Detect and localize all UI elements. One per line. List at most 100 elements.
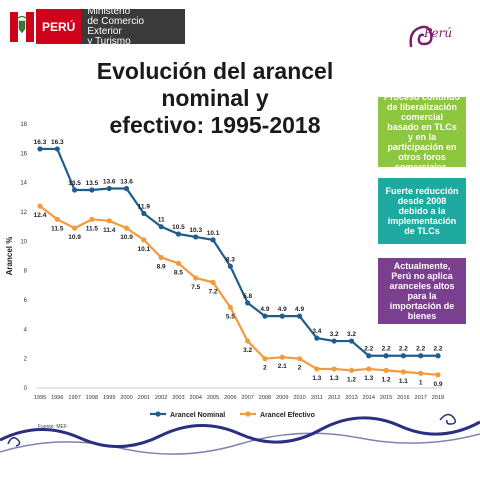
data-label: 13.5 xyxy=(86,180,99,187)
data-point xyxy=(72,187,78,193)
data-label: 13.6 xyxy=(120,179,133,186)
x-tick-label: 1999 xyxy=(103,395,115,401)
x-tick-label: 2017 xyxy=(414,395,426,401)
callout-liberalization: Proceso continuo de liberalización comer… xyxy=(378,92,466,172)
series-line-efectivo xyxy=(39,205,439,376)
data-point xyxy=(89,187,95,193)
data-label: 11.5 xyxy=(86,225,99,232)
data-point xyxy=(210,279,216,285)
x-tick-label: 2006 xyxy=(224,395,236,401)
data-label: 12.4 xyxy=(34,212,47,219)
y-tick-label: 6 xyxy=(24,298,28,304)
data-point xyxy=(106,185,112,192)
header: PERÚ Ministerio de Comercio Exterior y T… xyxy=(0,0,480,50)
y-tick-label: 2 xyxy=(24,357,28,363)
coat-of-arms-icon xyxy=(8,9,36,44)
x-tick-label: 2001 xyxy=(138,395,150,401)
data-label: 10.9 xyxy=(68,234,81,241)
data-point xyxy=(348,367,355,373)
data-label: 3.2 xyxy=(347,331,356,338)
data-label: 1.2 xyxy=(347,376,356,383)
data-point xyxy=(141,210,147,217)
data-label: 11 xyxy=(158,217,165,224)
y-tick-label: 12 xyxy=(20,210,27,216)
data-label: 2.2 xyxy=(416,346,425,353)
data-point xyxy=(89,216,95,222)
data-label: 8.3 xyxy=(226,256,235,263)
data-point xyxy=(331,366,337,372)
data-point xyxy=(400,369,406,375)
y-axis-label: Arancel % xyxy=(5,237,14,276)
data-point xyxy=(418,370,424,376)
data-label: 3.4 xyxy=(312,328,321,335)
x-tick-label: 2002 xyxy=(155,395,167,401)
data-label: 2.2 xyxy=(364,346,373,353)
x-tick-label: 1996 xyxy=(51,395,63,401)
data-label: 16.3 xyxy=(34,139,47,146)
ministry-line: Ministerio xyxy=(87,5,131,17)
data-label: 10.3 xyxy=(189,227,202,234)
data-point xyxy=(158,254,164,261)
series-line-nominal xyxy=(40,147,438,357)
x-tick-label: 2015 xyxy=(380,395,392,401)
x-tick-label: 1995 xyxy=(34,395,46,401)
data-label: 8.9 xyxy=(157,263,166,270)
decorative-wave-icon xyxy=(0,413,480,455)
x-tick-label: 2013 xyxy=(345,395,357,401)
source-note: Fuente: MEF xyxy=(38,424,67,430)
data-point xyxy=(418,353,424,359)
y-tick-label: 14 xyxy=(20,181,27,187)
page-title: Evolución del arancel nominal y efectivo… xyxy=(60,58,370,139)
data-point xyxy=(331,338,337,344)
x-tick-label: 2007 xyxy=(241,395,253,401)
y-tick-label: 10 xyxy=(20,239,27,245)
data-point xyxy=(383,367,389,373)
data-label: 3.2 xyxy=(330,331,339,338)
data-point xyxy=(314,366,320,372)
data-label: 0.9 xyxy=(433,381,442,388)
data-point xyxy=(227,263,233,269)
data-point xyxy=(400,353,406,359)
data-point xyxy=(54,146,60,152)
legend-label: Arancel Efectivo xyxy=(260,412,315,419)
callout-tlc-reduction: Fuerte reducción desde 2008 debido a la … xyxy=(378,178,466,244)
data-point xyxy=(193,234,199,240)
government-logo: PERÚ Ministerio de Comercio Exterior y T… xyxy=(8,5,186,46)
data-label: 7.2 xyxy=(209,288,218,295)
data-label: 4.9 xyxy=(295,306,304,313)
data-point xyxy=(348,338,355,344)
data-label: 10.9 xyxy=(120,234,133,241)
y-tick-label: 16 xyxy=(20,151,27,157)
data-label: 1.3 xyxy=(364,375,373,382)
data-point xyxy=(245,338,251,344)
data-point xyxy=(383,353,389,359)
marca-peru-logo-icon xyxy=(409,25,433,48)
data-label: 2 xyxy=(298,365,302,372)
data-point xyxy=(141,237,147,243)
data-point xyxy=(37,146,43,152)
legend-marker xyxy=(245,411,251,417)
data-label: 16.3 xyxy=(51,139,64,146)
x-tick-label: 2008 xyxy=(259,395,271,401)
ministry-name: Ministerio de Comercio Exterior y Turism… xyxy=(81,5,186,46)
data-point xyxy=(158,224,164,230)
callout-current-tariffs: Actualmente, Perú no aplica aranceles al… xyxy=(378,258,466,324)
data-label: 8.5 xyxy=(174,269,183,276)
x-tick-label: 2000 xyxy=(120,395,132,401)
data-label: 2.2 xyxy=(433,346,442,353)
ministry-line: de Comercio Exterior xyxy=(87,15,145,37)
data-label: 2.2 xyxy=(399,346,408,353)
data-label: 2 xyxy=(263,365,267,372)
data-label: 3.2 xyxy=(243,347,252,354)
x-tick-label: 2003 xyxy=(172,395,184,401)
data-point xyxy=(245,300,251,306)
data-label: 1.1 xyxy=(399,378,408,385)
data-point xyxy=(175,260,182,266)
data-point xyxy=(296,356,303,362)
data-point xyxy=(435,372,441,378)
data-point xyxy=(279,313,285,319)
legend-label: Arancel Nominal xyxy=(170,412,225,419)
x-tick-label: 2004 xyxy=(190,395,202,401)
data-point xyxy=(193,275,199,281)
